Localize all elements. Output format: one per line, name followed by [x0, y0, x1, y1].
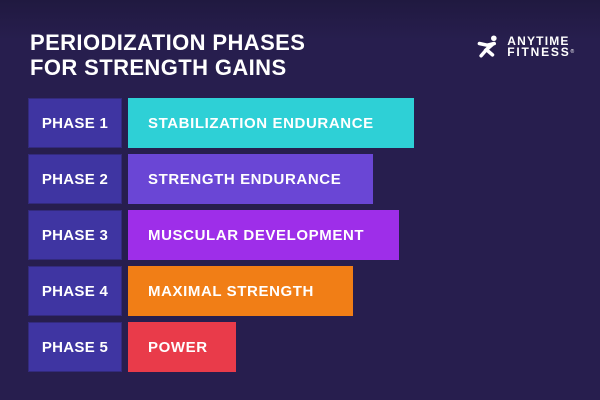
phase-label-text: PHASE 4: [41, 282, 109, 300]
phase-label-text: PHASE 5: [41, 338, 109, 356]
phase-bar-text: STRENGTH ENDURANCE: [148, 170, 342, 188]
phase-label-text: PHASE 2: [41, 170, 109, 188]
phase-bar: MUSCULAR DEVELOPMENT: [128, 210, 399, 260]
logo-brand-bottom: FITNESS®: [507, 45, 576, 59]
page-title-line1: PERIODIZATION PHASES: [30, 30, 306, 55]
phase-bar-text: MUSCULAR DEVELOPMENT: [148, 226, 365, 244]
registered-mark: ®: [570, 49, 576, 55]
logo-brand-top: ANYTIME: [507, 34, 570, 48]
phase-rows: PHASE 1 STABILIZATION ENDURANCE PHASE 2 …: [28, 98, 588, 378]
phase-bar: STRENGTH ENDURANCE: [128, 154, 373, 204]
page-title-line2: FOR STRENGTH GAINS: [30, 55, 287, 81]
running-man-icon: [477, 35, 497, 58]
phase-row: PHASE 2 STRENGTH ENDURANCE: [28, 154, 588, 204]
phase-row: PHASE 5 POWER: [28, 322, 588, 372]
phase-bar-text: POWER: [148, 338, 208, 356]
phase-bar: MAXIMAL STRENGTH: [128, 266, 353, 316]
page-title: PERIODIZATION PHASES FOR STRENGTH GAINS: [30, 30, 305, 81]
phase-label-text: PHASE 1: [41, 114, 109, 132]
phase-label-text: PHASE 3: [41, 226, 109, 244]
phase-row: PHASE 1 STABILIZATION ENDURANCE: [28, 98, 588, 148]
logo-text: ANYTIME FITNESS®: [507, 34, 576, 59]
phase-label-box: PHASE 1: [28, 98, 122, 148]
phase-label-box: PHASE 5: [28, 322, 122, 372]
phase-bar: STABILIZATION ENDURANCE: [128, 98, 414, 148]
phase-bar-text: MAXIMAL STRENGTH: [148, 282, 314, 300]
phase-label-box: PHASE 3: [28, 210, 122, 260]
phase-row: PHASE 4 MAXIMAL STRENGTH: [28, 266, 588, 316]
phase-label-box: PHASE 4: [28, 266, 122, 316]
phase-bar: POWER: [128, 322, 236, 372]
phase-label-box: PHASE 2: [28, 154, 122, 204]
anytime-fitness-logo: ANYTIME FITNESS®: [475, 33, 576, 61]
phase-row: PHASE 3 MUSCULAR DEVELOPMENT: [28, 210, 588, 260]
phase-bar-text: STABILIZATION ENDURANCE: [148, 114, 374, 132]
